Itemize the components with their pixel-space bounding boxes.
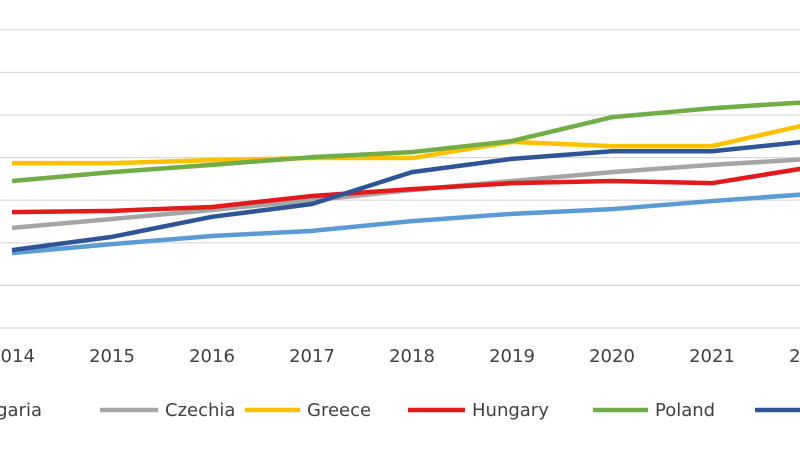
x-tick-label: 2015 <box>89 346 135 367</box>
x-tick-label: 2014 <box>0 346 35 367</box>
legend-label: Czechia <box>165 400 235 421</box>
x-tick-label: 2022 <box>789 346 800 367</box>
x-tick-label: 2017 <box>289 346 335 367</box>
legend-label: Greece <box>307 400 371 421</box>
x-tick-label: 2019 <box>489 346 535 367</box>
x-tick-label: 2021 <box>689 346 735 367</box>
x-tick-label: 2016 <box>189 346 235 367</box>
legend-label: Poland <box>655 400 715 421</box>
series-line <box>11 192 800 256</box>
series-line <box>11 166 800 215</box>
x-tick-label: 2020 <box>589 346 635 367</box>
legend-label: Bulgaria <box>0 400 42 421</box>
series-line <box>11 139 800 253</box>
x-tick-label: 2018 <box>389 346 435 367</box>
series-line <box>12 123 800 166</box>
legend-label: Hungary <box>472 400 549 421</box>
series-line <box>11 100 800 184</box>
